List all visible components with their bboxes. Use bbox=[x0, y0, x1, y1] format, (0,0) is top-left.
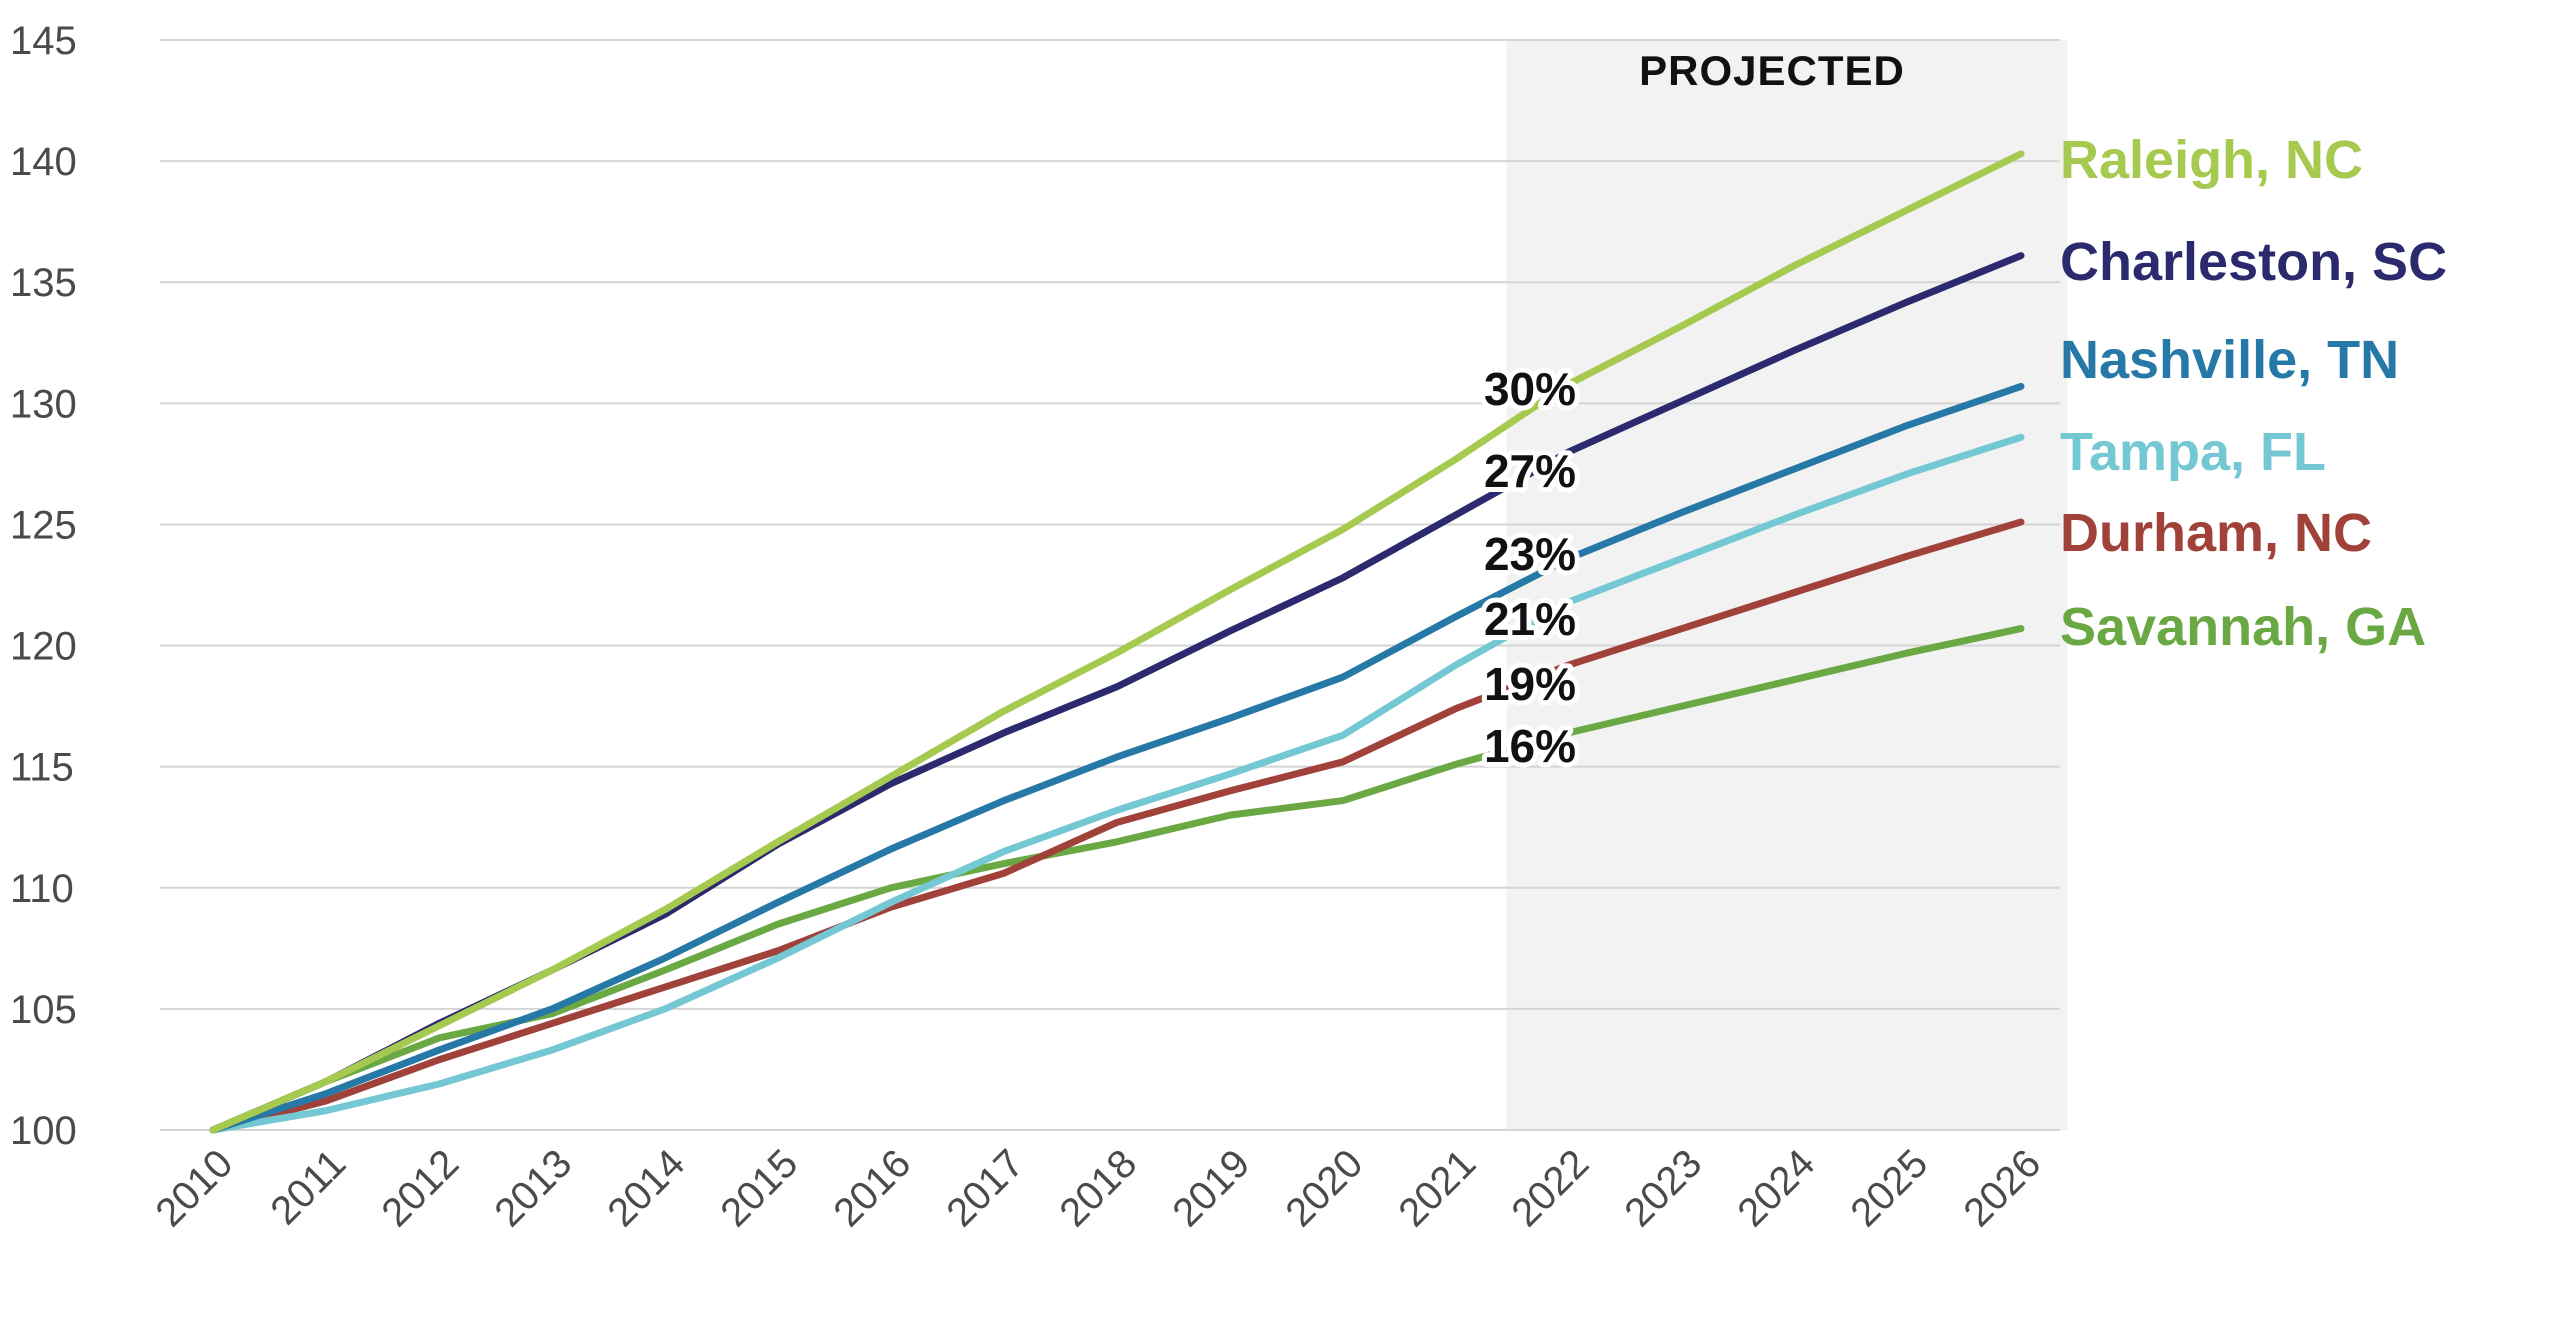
y-tick-label: 105 bbox=[10, 988, 77, 1032]
y-tick-label: 145 bbox=[10, 19, 77, 63]
x-axis: 2010 2011 2012 2013 2014 2015 2016 2017 2018 2019… bbox=[147, 1141, 2049, 1235]
series-label: Tampa, FL bbox=[2060, 422, 2326, 482]
y-tick-label: 100 bbox=[10, 1109, 77, 1153]
x-tick-label: 2019 bbox=[1164, 1141, 1258, 1235]
percent-change-label: 30% bbox=[1484, 363, 1576, 415]
y-tick-label: 130 bbox=[10, 382, 77, 426]
percent-change-label: 21% bbox=[1484, 593, 1576, 645]
series-label: Durham, NC bbox=[2060, 503, 2372, 563]
y-tick-label: 110 bbox=[10, 867, 74, 911]
x-tick-label: 2023 bbox=[1616, 1141, 1710, 1235]
series-line bbox=[209, 150, 2025, 1134]
y-axis: 100 105 110 115 120 125 130 135 140 145 bbox=[10, 19, 77, 1153]
x-tick-label: 2022 bbox=[1503, 1141, 1597, 1235]
series-line bbox=[209, 433, 2025, 1134]
series-label: Savannah, GA bbox=[2060, 597, 2426, 657]
percent-change-label: 23% bbox=[1484, 528, 1576, 580]
x-tick-label: 2012 bbox=[373, 1141, 467, 1235]
series-line bbox=[209, 518, 2025, 1134]
projected-label: PROJECTED bbox=[1639, 47, 1905, 94]
x-tick-label: 2020 bbox=[1277, 1141, 1371, 1235]
x-tick-label: 2013 bbox=[486, 1141, 580, 1235]
x-tick-label: 2018 bbox=[1051, 1141, 1145, 1235]
x-tick-label: 2010 bbox=[147, 1141, 241, 1235]
series-line bbox=[209, 382, 2025, 1134]
percent-change-label: 19% bbox=[1484, 658, 1576, 710]
percent-change-label: 16% bbox=[1484, 720, 1576, 772]
y-tick-label: 115 bbox=[10, 746, 74, 790]
x-tick-label: 2017 bbox=[938, 1141, 1032, 1235]
x-tick-label: 2011 bbox=[262, 1141, 354, 1233]
x-tick-label: 2014 bbox=[599, 1141, 693, 1235]
x-tick-label: 2024 bbox=[1729, 1141, 1823, 1235]
series-label: Raleigh, NC bbox=[2060, 130, 2363, 190]
series-lines bbox=[209, 150, 2025, 1134]
y-tick-label: 135 bbox=[10, 261, 77, 305]
series-labels: Raleigh, NC Charleston, SC Nashville, TN Ta… bbox=[2060, 130, 2447, 657]
y-tick-label: 140 bbox=[10, 140, 77, 184]
projected-region bbox=[1506, 40, 2068, 1130]
y-tick-label: 125 bbox=[10, 503, 77, 547]
percent-change-label: 27% bbox=[1484, 445, 1576, 497]
percent-labels: 30% 27% 23% 21% 19% 16% bbox=[1479, 358, 1581, 777]
x-tick-label: 2016 bbox=[825, 1141, 919, 1235]
x-tick-label: 2026 bbox=[1955, 1141, 2049, 1235]
series-label: Charleston, SC bbox=[2060, 232, 2447, 292]
x-tick-label: 2021 bbox=[1390, 1141, 1484, 1235]
series-label: Nashville, TN bbox=[2060, 330, 2399, 390]
x-tick-label: 2025 bbox=[1842, 1141, 1936, 1235]
y-tick-label: 120 bbox=[10, 625, 77, 669]
x-tick-label: 2015 bbox=[712, 1141, 806, 1235]
